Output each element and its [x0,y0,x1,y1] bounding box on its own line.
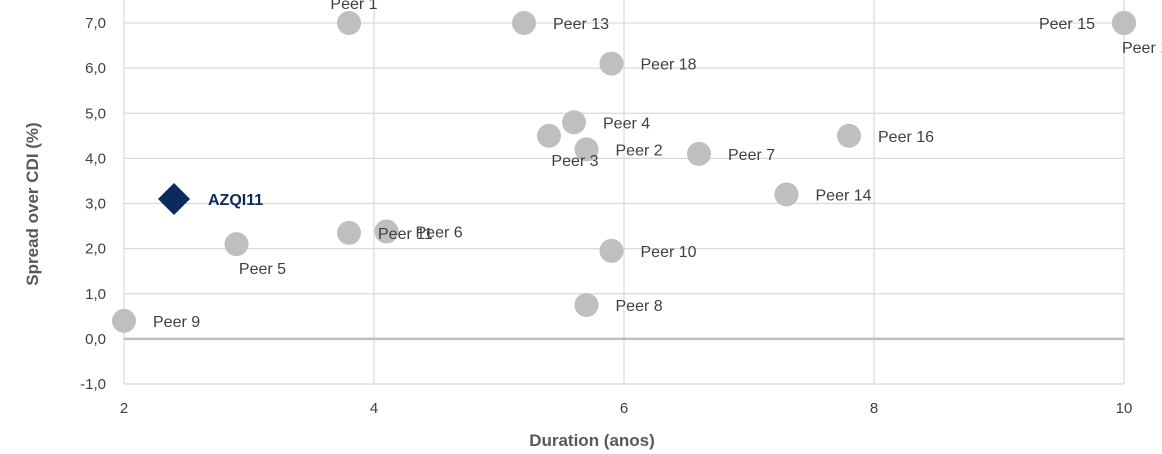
x-tick-label: 2 [120,400,128,417]
y-tick-label: 7,0 [85,15,106,32]
peer-point [774,182,799,207]
peer-point [337,220,361,245]
y-tick-label: 3,0 [85,196,106,213]
point-label: Peer 15 [1039,16,1095,33]
peer-point [574,137,599,162]
data-points [112,11,1136,333]
point-label: Peer 14 [816,187,872,204]
peer-point [374,219,399,244]
highlight-label: AZQI11 [208,192,263,209]
peer-point [837,123,861,148]
x-axis-title: Duration (anos) [529,431,655,450]
y-axis-title: Spread over CDI (%) [23,122,42,285]
y-tick-label: 2,0 [85,241,106,258]
x-tick-label: 10 [1116,400,1133,417]
peer-point [1112,11,1136,35]
peer-point [599,238,624,263]
x-tick-label: 4 [370,400,378,417]
peer-point [537,123,561,148]
point-label: Peer 5 [239,261,286,278]
x-tick-label: 6 [620,400,628,417]
point-label: Peer 7 [728,147,775,164]
point-label: Peer 8 [616,298,663,315]
peer-point [337,11,361,35]
y-tick-label: 0,0 [85,331,106,348]
x-axis-ticks: 2 4 6 8 10 [120,400,1133,417]
peer-point [112,308,136,333]
point-label: Peer 12 [1122,40,1162,57]
peer-point [224,232,249,257]
point-label: Peer 13 [553,16,609,33]
peer-point [687,141,711,166]
point-label: Peer 11 [378,226,433,243]
data-labels: Peer 1 Peer 13 Peer 15 Peer 12 Peer 18 Peer 4… [153,0,1162,331]
highlight-point [158,182,190,215]
y-tick-label: 6,0 [85,60,106,77]
point-label: Peer 4 [603,115,650,132]
y-tick-label: 1,0 [85,286,106,303]
point-label: Peer 9 [153,314,200,331]
y-tick-label: -1,0 [80,376,106,393]
point-label: Peer 10 [641,244,697,261]
point-label: Peer 1 [330,0,377,13]
point-label: Peer 6 [416,224,463,241]
point-label: Peer 3 [551,153,598,170]
y-tick-label: 4,0 [85,150,106,167]
grid-lines [123,0,1125,385]
point-label: Peer 16 [878,129,934,146]
x-tick-label: 8 [870,400,878,417]
peer-point [599,51,624,76]
peer-point [562,110,586,135]
y-tick-label: 5,0 [85,105,106,122]
peer-point [512,11,536,35]
y-axis-ticks: -1,0 0,0 1,0 2,0 3,0 4,0 5,0 6,0 7,0 [80,15,106,393]
point-label: Peer 2 [616,142,663,159]
peer-point [574,293,599,318]
point-label: Peer 18 [641,57,697,74]
